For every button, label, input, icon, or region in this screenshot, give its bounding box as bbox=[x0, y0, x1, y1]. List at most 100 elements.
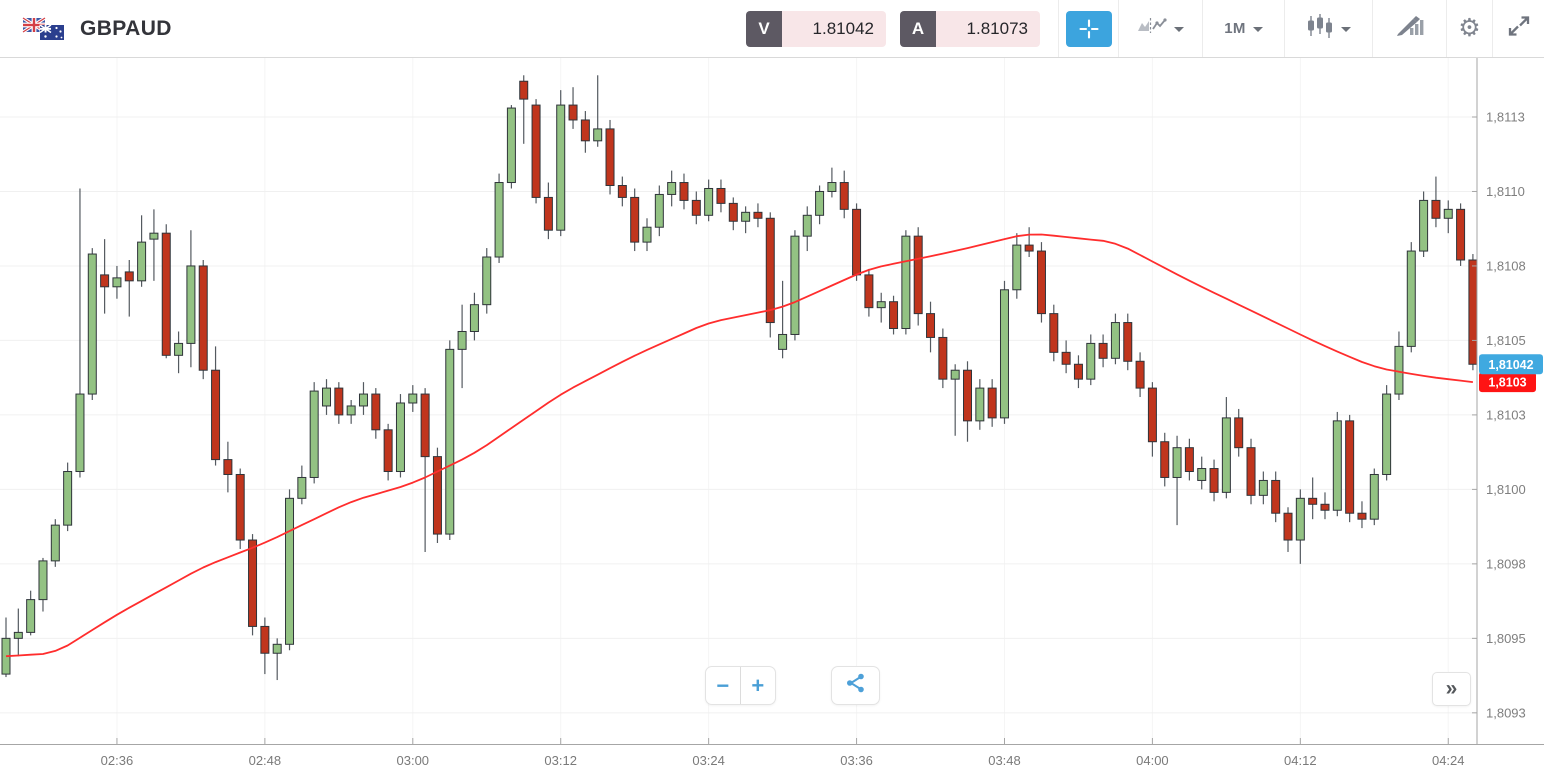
crosshair-tool-button[interactable] bbox=[1058, 0, 1118, 57]
candle-up bbox=[654, 193, 664, 228]
candle-down bbox=[963, 369, 973, 422]
fullscreen-button[interactable] bbox=[1492, 0, 1544, 57]
candle-down bbox=[1468, 259, 1478, 365]
time-tick-label: 02:48 bbox=[248, 753, 282, 768]
candle-down bbox=[100, 274, 110, 288]
candle-up bbox=[1172, 447, 1182, 478]
time-tick-label: 04:00 bbox=[1136, 753, 1169, 768]
candle-up bbox=[556, 104, 566, 231]
candle-down bbox=[248, 539, 258, 627]
candle-down bbox=[679, 182, 689, 201]
candle-up bbox=[13, 631, 23, 639]
candle-down bbox=[630, 196, 640, 243]
candle-up bbox=[494, 182, 504, 258]
candle-down bbox=[852, 208, 862, 276]
collapse-panel-button[interactable]: » bbox=[1432, 672, 1471, 706]
candle-down bbox=[926, 313, 936, 338]
candle-up bbox=[506, 107, 516, 184]
candle-down bbox=[1357, 512, 1367, 520]
candle-down bbox=[161, 232, 171, 356]
expand-icon bbox=[1507, 14, 1531, 43]
candle-down bbox=[1073, 363, 1083, 380]
time-tick-label: 02:36 bbox=[100, 753, 134, 768]
gbp-aud-flag-icon bbox=[22, 15, 66, 43]
chevron-down-icon bbox=[1341, 27, 1351, 32]
settings-button[interactable]: ⚙ bbox=[1446, 0, 1492, 57]
candle-down bbox=[1147, 387, 1157, 443]
candle-down bbox=[605, 128, 615, 187]
candle-up bbox=[186, 265, 196, 344]
candle-down bbox=[1431, 199, 1441, 219]
gear-icon: ⚙ bbox=[1458, 14, 1481, 42]
price-tick-label: 1,8103 bbox=[1486, 407, 1526, 422]
candle-up bbox=[309, 390, 319, 478]
candle-up bbox=[112, 277, 122, 288]
candlestick-style-icon bbox=[1306, 13, 1334, 44]
candle-down bbox=[211, 369, 221, 461]
compare-chart-icon bbox=[1137, 15, 1167, 42]
candle-up bbox=[790, 235, 800, 335]
candlestick-chart[interactable]: 1,8113 1,8110 1,8108 1,8105 1,8103 1,8100 1,80… bbox=[0, 58, 1544, 745]
candle-down bbox=[1184, 447, 1194, 473]
candle-up bbox=[322, 387, 332, 407]
sell-price-button[interactable]: V 1.81042 bbox=[746, 10, 886, 47]
share-button[interactable] bbox=[831, 666, 880, 705]
candle-up bbox=[346, 405, 356, 416]
candle-down bbox=[889, 301, 899, 330]
timeframe-dropdown[interactable]: 1M bbox=[1202, 0, 1284, 57]
chart-style-dropdown[interactable] bbox=[1284, 0, 1372, 57]
current-price-badge-label: 1,81042 bbox=[1488, 358, 1533, 372]
candle-up bbox=[1295, 497, 1305, 541]
crosshair-icon bbox=[1065, 10, 1112, 47]
candle-down bbox=[753, 211, 763, 219]
sell-label: V bbox=[746, 10, 782, 47]
price-tick-label: 1,8093 bbox=[1486, 705, 1526, 720]
indicators-button[interactable] bbox=[1372, 0, 1446, 57]
price-tick-label: 1,8105 bbox=[1486, 333, 1526, 348]
candle-down bbox=[1123, 322, 1133, 362]
price-tick-label: 1,8098 bbox=[1486, 556, 1526, 571]
candle-down bbox=[334, 387, 344, 416]
candle-up bbox=[1221, 417, 1231, 493]
candle-down bbox=[1456, 208, 1466, 261]
candle-down bbox=[1345, 420, 1355, 514]
buy-price-button[interactable]: A 1.81073 bbox=[900, 10, 1040, 47]
candle-down bbox=[691, 199, 701, 216]
candle-up bbox=[802, 214, 812, 237]
candle-down bbox=[124, 271, 134, 282]
candle-down bbox=[728, 202, 738, 222]
price-tick-label: 1,8095 bbox=[1486, 631, 1526, 646]
candle-down bbox=[260, 625, 270, 654]
candle-up bbox=[1419, 199, 1429, 252]
candle-down bbox=[1160, 441, 1170, 478]
candle-up bbox=[272, 643, 282, 654]
time-axis[interactable]: 02:36 02:48 03:00 03:12 03:24 03:36 03:48 04:00… bbox=[0, 745, 1544, 783]
zoom-out-button[interactable]: − bbox=[706, 667, 741, 704]
candle-up bbox=[358, 393, 368, 407]
candle-down bbox=[864, 274, 874, 309]
candle-up bbox=[1382, 393, 1392, 475]
instrument-brand: GBPAUD bbox=[0, 15, 172, 43]
candle-down bbox=[1098, 342, 1108, 359]
candle-up bbox=[1258, 479, 1268, 496]
candle-up bbox=[26, 599, 36, 633]
compare-chart-dropdown[interactable] bbox=[1118, 0, 1202, 57]
candle-up bbox=[741, 211, 751, 222]
draw-indicators-icon bbox=[1395, 14, 1425, 43]
candle-up bbox=[876, 301, 886, 309]
sell-price-value: 1.81042 bbox=[782, 10, 886, 47]
candle-up bbox=[593, 128, 603, 142]
candle-up bbox=[1197, 468, 1207, 481]
zoom-in-button[interactable]: + bbox=[751, 672, 765, 698]
chart-plot-area[interactable]: 1,8113 1,8110 1,8108 1,8105 1,8103 1,8100 1,80… bbox=[0, 58, 1544, 745]
candle-down bbox=[765, 217, 775, 324]
candle-down bbox=[617, 185, 627, 198]
candle-up bbox=[87, 253, 97, 395]
candle-down bbox=[987, 387, 997, 419]
candle-up bbox=[1394, 345, 1404, 395]
price-tick-label: 1,8110 bbox=[1486, 184, 1525, 199]
candle-up bbox=[395, 402, 405, 473]
candle-down bbox=[1209, 468, 1219, 493]
candle-up bbox=[642, 226, 652, 243]
candle-up bbox=[1406, 250, 1416, 347]
